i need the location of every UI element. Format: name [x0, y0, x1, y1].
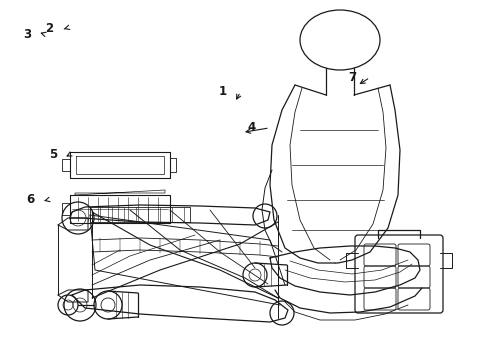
Text: 3: 3: [23, 28, 31, 41]
Text: 2: 2: [45, 22, 53, 35]
Text: 4: 4: [247, 121, 255, 134]
Text: 7: 7: [347, 71, 355, 84]
Text: 5: 5: [49, 148, 57, 161]
Text: 1: 1: [218, 85, 226, 98]
Text: 6: 6: [26, 193, 34, 206]
